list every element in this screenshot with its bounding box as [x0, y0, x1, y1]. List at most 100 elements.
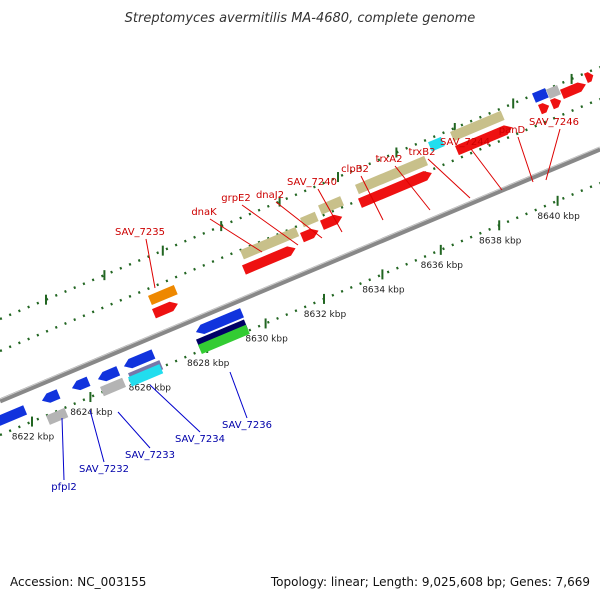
gene-clpB2[interactable] [355, 155, 429, 195]
gene-shape [584, 72, 594, 83]
gene-SAV_7235[interactable] [148, 284, 178, 306]
gene-shape [71, 376, 91, 391]
map-title: Streptomyces avermitilis MA-4680, comple… [125, 11, 476, 26]
gene-cyan[interactable] [128, 364, 164, 387]
label-leader [229, 371, 248, 419]
label-leader [117, 411, 151, 449]
tick-label: 8622 kbp [12, 433, 55, 443]
gene-shape [355, 155, 429, 195]
gene-label[interactable]: clpB2 [341, 164, 369, 175]
mid-dotted-row [0, 97, 600, 353]
label-leaders [61, 128, 561, 481]
gene-blue[interactable] [96, 366, 121, 384]
gene-label[interactable]: SAV_7240 [287, 177, 337, 188]
gene-dnaJ2[interactable] [318, 196, 344, 215]
gene-SAV_7244[interactable] [450, 110, 505, 142]
label-leader [89, 409, 105, 463]
tick-label: 8630 kbp [245, 334, 288, 344]
gene-label[interactable]: SAV_7234 [175, 434, 225, 445]
label-leader [241, 204, 299, 246]
gene-label[interactable]: grpE2 [221, 193, 251, 204]
tick-label: 8632 kbp [304, 310, 347, 320]
gene-shape [560, 82, 586, 100]
label-leader [517, 136, 534, 183]
gene-trxA2[interactable] [428, 136, 445, 152]
tick-label: 8636 kbp [421, 261, 464, 271]
gene-label[interactable]: dnaK [191, 207, 217, 218]
axis-ticks: 8622 kbp 8624 kbp 8626 kbp 8628 kbp 8630 kbp… [12, 73, 580, 443]
label-leader [470, 148, 503, 191]
gene-label[interactable]: SAV_7236 [222, 420, 272, 431]
gene-red[interactable] [320, 212, 344, 230]
gene-label[interactable]: panD [499, 125, 526, 136]
gene-shape [152, 301, 178, 319]
tick-label: 8638 kbp [479, 236, 522, 246]
label-leader [149, 384, 201, 433]
gene-shape [97, 366, 121, 382]
gene-shape [0, 405, 28, 426]
gene-gray[interactable] [100, 377, 126, 397]
gene-blue[interactable] [70, 376, 91, 393]
gene-shape [428, 136, 445, 152]
gene-gray[interactable] [46, 407, 69, 425]
gene-red[interactable] [550, 96, 563, 110]
gene-label[interactable]: pfpI2 [51, 482, 77, 493]
label-leader [360, 175, 384, 221]
gene-grpE2[interactable] [300, 211, 319, 228]
gene-shape [538, 103, 550, 115]
gene-shape [532, 88, 549, 103]
genome-summary-text: Topology: linear; Length: 9,025,608 bp; … [270, 575, 590, 589]
label-leader [545, 128, 561, 181]
gene-label[interactable]: SAV_7235 [115, 227, 165, 238]
gene-blue[interactable] [0, 405, 28, 428]
gene-label[interactable]: trxB2 [409, 147, 436, 158]
gene-shape [358, 171, 432, 208]
gene-red[interactable] [584, 71, 595, 83]
gene-label[interactable]: trxA2 [376, 154, 403, 165]
gene-red[interactable] [560, 80, 588, 100]
label-leader [427, 158, 471, 199]
gene-label[interactable]: SAV_7246 [529, 117, 579, 128]
gene-label[interactable]: SAV_7244 [440, 137, 490, 148]
tick-label: 8634 kbp [362, 285, 405, 295]
gene-shape [318, 196, 344, 215]
gene-label[interactable]: dnaJ2 [256, 190, 284, 201]
gene-red[interactable] [358, 168, 434, 208]
gene-blue[interactable] [40, 389, 61, 405]
gene-shape [550, 98, 562, 110]
label-leader [317, 188, 343, 233]
axis-line [0, 146, 600, 404]
gene-SAV_7236[interactable] [194, 308, 244, 337]
gene-shape [46, 407, 69, 425]
top-dotted-row [0, 65, 600, 321]
label-leader [394, 165, 431, 211]
gene-shape [41, 389, 61, 403]
label-leader [275, 201, 323, 239]
sequence-axis [0, 146, 600, 404]
gene-shape [123, 349, 156, 369]
tick-label: 8626 kbp [129, 384, 172, 394]
gene-red[interactable] [242, 244, 298, 275]
gene-shape [128, 364, 164, 387]
gene-label[interactable]: SAV_7233 [125, 450, 175, 461]
gene-panD[interactable] [532, 88, 549, 103]
label-leader [145, 238, 156, 289]
gene-red[interactable] [455, 123, 514, 156]
gene-shape [148, 284, 178, 306]
gene-red[interactable] [152, 299, 180, 319]
gene-shape [450, 110, 505, 142]
gene-shape [100, 377, 126, 397]
tick-label: 8624 kbp [70, 408, 113, 418]
gene-shape [455, 125, 513, 156]
gene-shape [320, 214, 343, 230]
gene-green[interactable] [198, 324, 250, 355]
gene-shape [546, 85, 561, 99]
axis-highlight [0, 146, 600, 400]
gene-blue[interactable] [122, 349, 156, 371]
gene-red[interactable] [538, 101, 551, 115]
tick-label: 8628 kbp [187, 359, 230, 369]
gene-SAV_7246[interactable] [546, 85, 561, 99]
gene-label[interactable]: SAV_7232 [79, 464, 129, 475]
